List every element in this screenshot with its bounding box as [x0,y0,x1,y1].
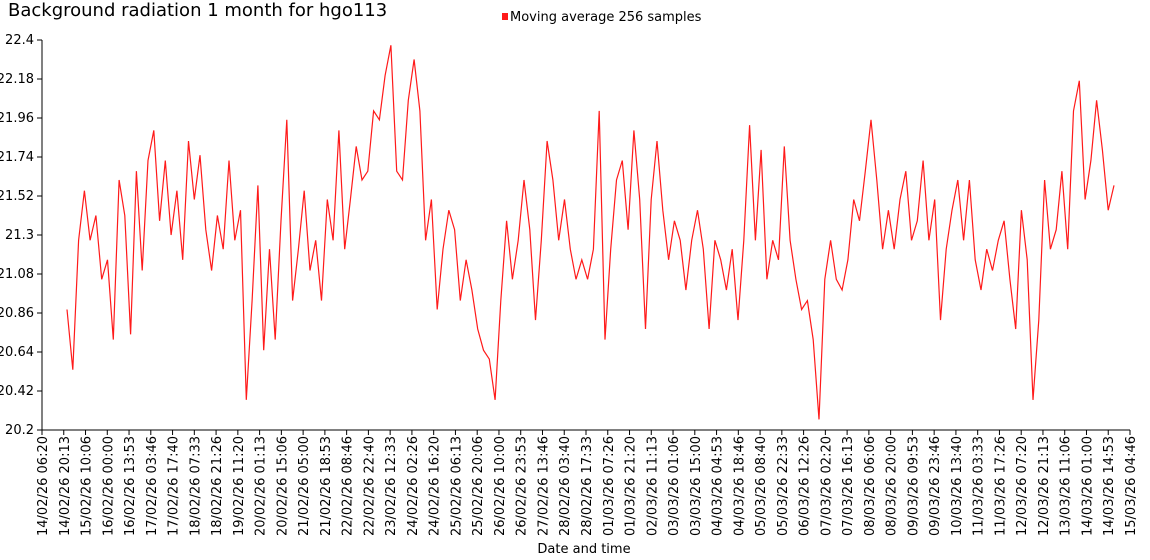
y-tick-label: 20.64 [0,345,34,360]
x-tick-label: 26/02/26 10:00 [493,436,508,536]
x-tick-label: 28/02/26 17:33 [580,436,595,536]
x-tick-label: 10/03/26 13:40 [950,436,965,536]
x-tick-label: 08/03/26 20:00 [885,436,900,536]
x-tick-label: 07/03/26 16:13 [841,436,856,536]
y-tick-label: 22.4 [5,33,34,48]
x-tick-label: 24/02/26 02:26 [406,436,421,536]
x-tick-label: 12/03/26 07:20 [1015,436,1030,536]
x-tick-label: 03/03/26 01:06 [667,436,682,536]
y-tick-label: 20.42 [0,384,34,399]
x-tick-label: 07/03/26 02:20 [819,436,834,536]
legend-label: Moving average 256 samples [510,10,702,25]
x-tick-label: 09/03/26 09:53 [906,436,921,536]
x-tick-label: 01/03/26 07:26 [602,436,617,536]
x-tick-label: 20/02/26 15:06 [275,436,290,536]
y-tick-label: 21.3 [5,228,34,243]
x-tick-label: 25/02/26 06:13 [449,436,464,536]
x-tick-label: 24/02/26 16:20 [428,436,443,536]
x-tick-label: 19/02/26 11:20 [232,436,247,536]
x-tick-label: 21/02/26 05:00 [297,436,312,536]
x-tick-label: 03/03/26 15:00 [689,436,704,536]
x-tick-label: 13/03/26 11:06 [1059,436,1074,536]
x-tick-label: 27/02/26 13:46 [536,436,551,536]
x-tick-label: 23/02/26 12:33 [384,436,399,536]
y-tick-label: 21.08 [0,267,34,282]
x-tick-label: 04/03/26 04:53 [711,436,726,536]
x-tick-label: 22/02/26 22:40 [362,436,377,536]
x-tick-label: 17/02/26 17:40 [167,436,182,536]
chart-title: Background radiation 1 month for hgo113 [8,0,387,21]
x-axis-label: Date and time [537,542,630,557]
x-tick-label: 15/02/26 10:06 [80,436,95,536]
x-tick-label: 26/02/26 23:53 [515,436,530,536]
x-tick-label: 14/02/26 20:13 [58,436,73,536]
x-tick-label: 14/03/26 01:00 [1080,436,1095,536]
x-tick-label: 11/03/26 17:26 [993,436,1008,536]
x-tick-label: 20/02/26 01:13 [254,436,269,536]
x-tick-label: 05/03/26 08:40 [754,436,769,536]
x-tick-label: 18/02/26 21:26 [210,436,225,536]
x-tick-label: 08/03/26 06:06 [863,436,878,536]
y-tick-label: 20.2 [5,423,34,438]
x-tick-label: 16/02/26 00:00 [101,436,116,536]
x-tick-label: 05/03/26 22:33 [776,436,791,536]
x-tick-label: 25/02/26 20:06 [471,436,486,536]
y-tick-label: 21.74 [0,150,34,165]
x-tick-label: 01/03/26 21:20 [624,436,639,536]
x-tick-label: 06/03/26 12:26 [798,436,813,536]
legend-swatch [502,13,508,20]
x-tick-label: 14/02/26 06:20 [36,436,51,536]
x-tick-label: 18/02/26 07:33 [188,436,203,536]
x-tick-label: 22/02/26 08:46 [341,436,356,536]
y-tick-label: 20.86 [0,306,34,321]
y-tick-label: 21.52 [0,189,34,204]
y-tick-label: 21.96 [0,111,34,126]
y-tick-label: 22.18 [0,72,34,87]
data-line [66,45,1115,420]
x-tick-label: 17/02/26 03:46 [145,436,160,536]
x-tick-label: 09/03/26 23:46 [928,436,943,536]
x-tick-label: 15/03/26 04:46 [1124,436,1139,536]
x-tick-label: 14/03/26 14:53 [1102,436,1117,536]
x-tick-label: 16/02/26 13:53 [123,436,138,536]
x-tick-label: 12/03/26 21:13 [1037,436,1052,536]
x-tick-label: 04/03/26 18:46 [732,436,747,536]
x-tick-label: 02/03/26 11:13 [645,436,660,536]
x-tick-label: 21/02/26 18:53 [319,436,334,536]
x-tick-label: 28/02/26 03:40 [558,436,573,536]
x-tick-label: 11/03/26 03:33 [972,436,987,536]
